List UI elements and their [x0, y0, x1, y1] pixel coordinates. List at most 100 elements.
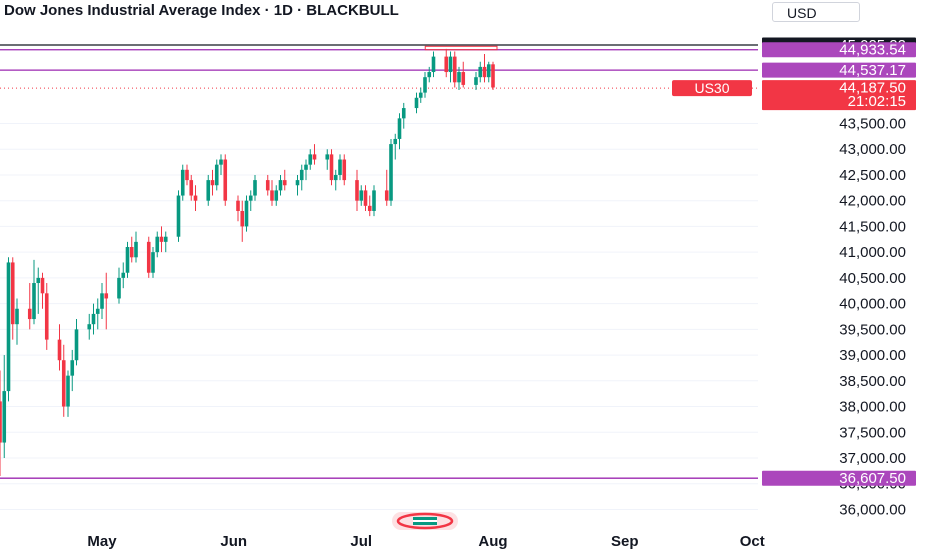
y-tick-label: 38,000.00 — [839, 399, 906, 416]
candle-body — [6, 262, 11, 392]
candle-body — [74, 329, 79, 361]
candle-body — [448, 56, 453, 73]
x-tick-label: Oct — [740, 533, 765, 550]
candle-body — [193, 195, 198, 201]
candle-body — [342, 159, 347, 181]
y-tick-label: 40,500.00 — [839, 270, 906, 287]
time-axis: May Jun Jul Aug Sep Oct — [87, 533, 764, 550]
candle-body — [151, 252, 155, 273]
candle-body — [282, 180, 287, 186]
candle-body — [129, 247, 134, 258]
candle-body — [95, 308, 100, 314]
price-tag-label: 44,187.50 — [839, 80, 906, 97]
x-tick-label: Sep — [611, 533, 639, 550]
candle-body — [274, 190, 279, 201]
candlestick-series — [0, 45, 498, 477]
candle-body — [163, 236, 168, 242]
price-tag-label: 36,607.50 — [839, 470, 906, 487]
y-tick-label: 39,500.00 — [839, 321, 906, 338]
candle-body — [185, 169, 189, 181]
candle-body — [329, 154, 334, 181]
price-tag — [762, 42, 916, 58]
y-tick-label: 43,500.00 — [839, 116, 906, 133]
candle-body — [146, 241, 151, 273]
candle-body — [210, 180, 215, 186]
candle-body — [384, 190, 389, 201]
candle-body — [474, 77, 478, 85]
candle-body — [372, 190, 376, 211]
candle-body — [0, 401, 2, 443]
candle-body — [125, 247, 130, 273]
tradingview-logo-icon — [392, 512, 458, 530]
x-tick-label: May — [87, 533, 117, 550]
candle-body — [134, 241, 138, 258]
candle-body — [240, 210, 245, 227]
candle-body — [457, 72, 461, 83]
candle-body — [155, 236, 160, 253]
candle-body — [491, 64, 495, 88]
candle-body — [44, 293, 49, 340]
candle-body — [333, 174, 338, 181]
candle-body — [482, 66, 487, 78]
candle-body — [159, 236, 164, 242]
chart-title: Dow Jones Industrial Average Index · 1D … — [4, 2, 399, 19]
candle-body — [253, 180, 257, 196]
candle-body — [461, 72, 466, 85]
price-axis: 43,500.00 43,000.00 42,500.00 42,000.00 41,5… — [839, 116, 906, 519]
candle-body — [91, 313, 96, 325]
y-tick-label: 41,000.00 — [839, 244, 906, 261]
y-tick-label: 38,500.00 — [839, 373, 906, 390]
range-highlight-box — [424, 45, 498, 51]
candle-body — [176, 195, 181, 237]
candle-body — [367, 205, 372, 211]
y-tick-label: 43,000.00 — [839, 141, 906, 158]
y-tick-label: 37,500.00 — [839, 424, 906, 441]
candle-body — [189, 180, 194, 196]
candle-body — [308, 154, 313, 165]
candle-body — [27, 308, 32, 320]
candle-body — [100, 293, 104, 309]
horizontal-levels — [0, 44, 758, 479]
candle-body — [359, 190, 364, 201]
candle-body — [265, 180, 270, 191]
candle-body — [40, 277, 45, 294]
candle-body — [180, 169, 185, 196]
price-tag-label: 44,537.17 — [839, 62, 906, 79]
candle-body — [418, 92, 423, 98]
candle-body — [389, 144, 393, 201]
y-tick-label: 42,500.00 — [839, 167, 906, 184]
candle-body — [278, 180, 283, 191]
symbol-tag-label: US30 — [694, 80, 729, 96]
candle-body — [70, 360, 75, 376]
candle-body — [304, 164, 308, 170]
candle-body — [452, 56, 457, 83]
candle-body — [486, 64, 491, 78]
price-tags: 45,025.2244,933.5444,537.1744,187.5021:0… — [672, 37, 916, 487]
countdown-label: 21:02:15 — [848, 93, 906, 110]
candle-body — [248, 195, 253, 201]
candle-body — [393, 138, 398, 145]
candle-body — [363, 190, 368, 206]
candle-body — [104, 293, 109, 299]
candle-body — [223, 159, 228, 201]
candle-body — [66, 375, 70, 407]
x-tick-label: Aug — [478, 533, 507, 550]
candle-body — [244, 200, 249, 227]
candle-body — [338, 159, 342, 175]
symbol-tag — [672, 80, 752, 97]
candle-body — [295, 180, 300, 186]
y-tick-label: 41,500.00 — [839, 218, 906, 235]
price-tag — [762, 470, 916, 486]
candle-body — [478, 66, 483, 78]
candle-body — [10, 262, 15, 325]
candle-body — [2, 391, 7, 443]
candle-body — [431, 56, 436, 73]
y-tick-label: 40,000.00 — [839, 296, 906, 313]
y-tick-label: 42,000.00 — [839, 193, 906, 210]
candle-body — [15, 308, 19, 325]
x-tick-label: Jul — [350, 533, 372, 550]
candle-body — [397, 118, 402, 139]
candle-body — [355, 180, 359, 201]
currency-selector[interactable]: USD — [772, 2, 860, 22]
